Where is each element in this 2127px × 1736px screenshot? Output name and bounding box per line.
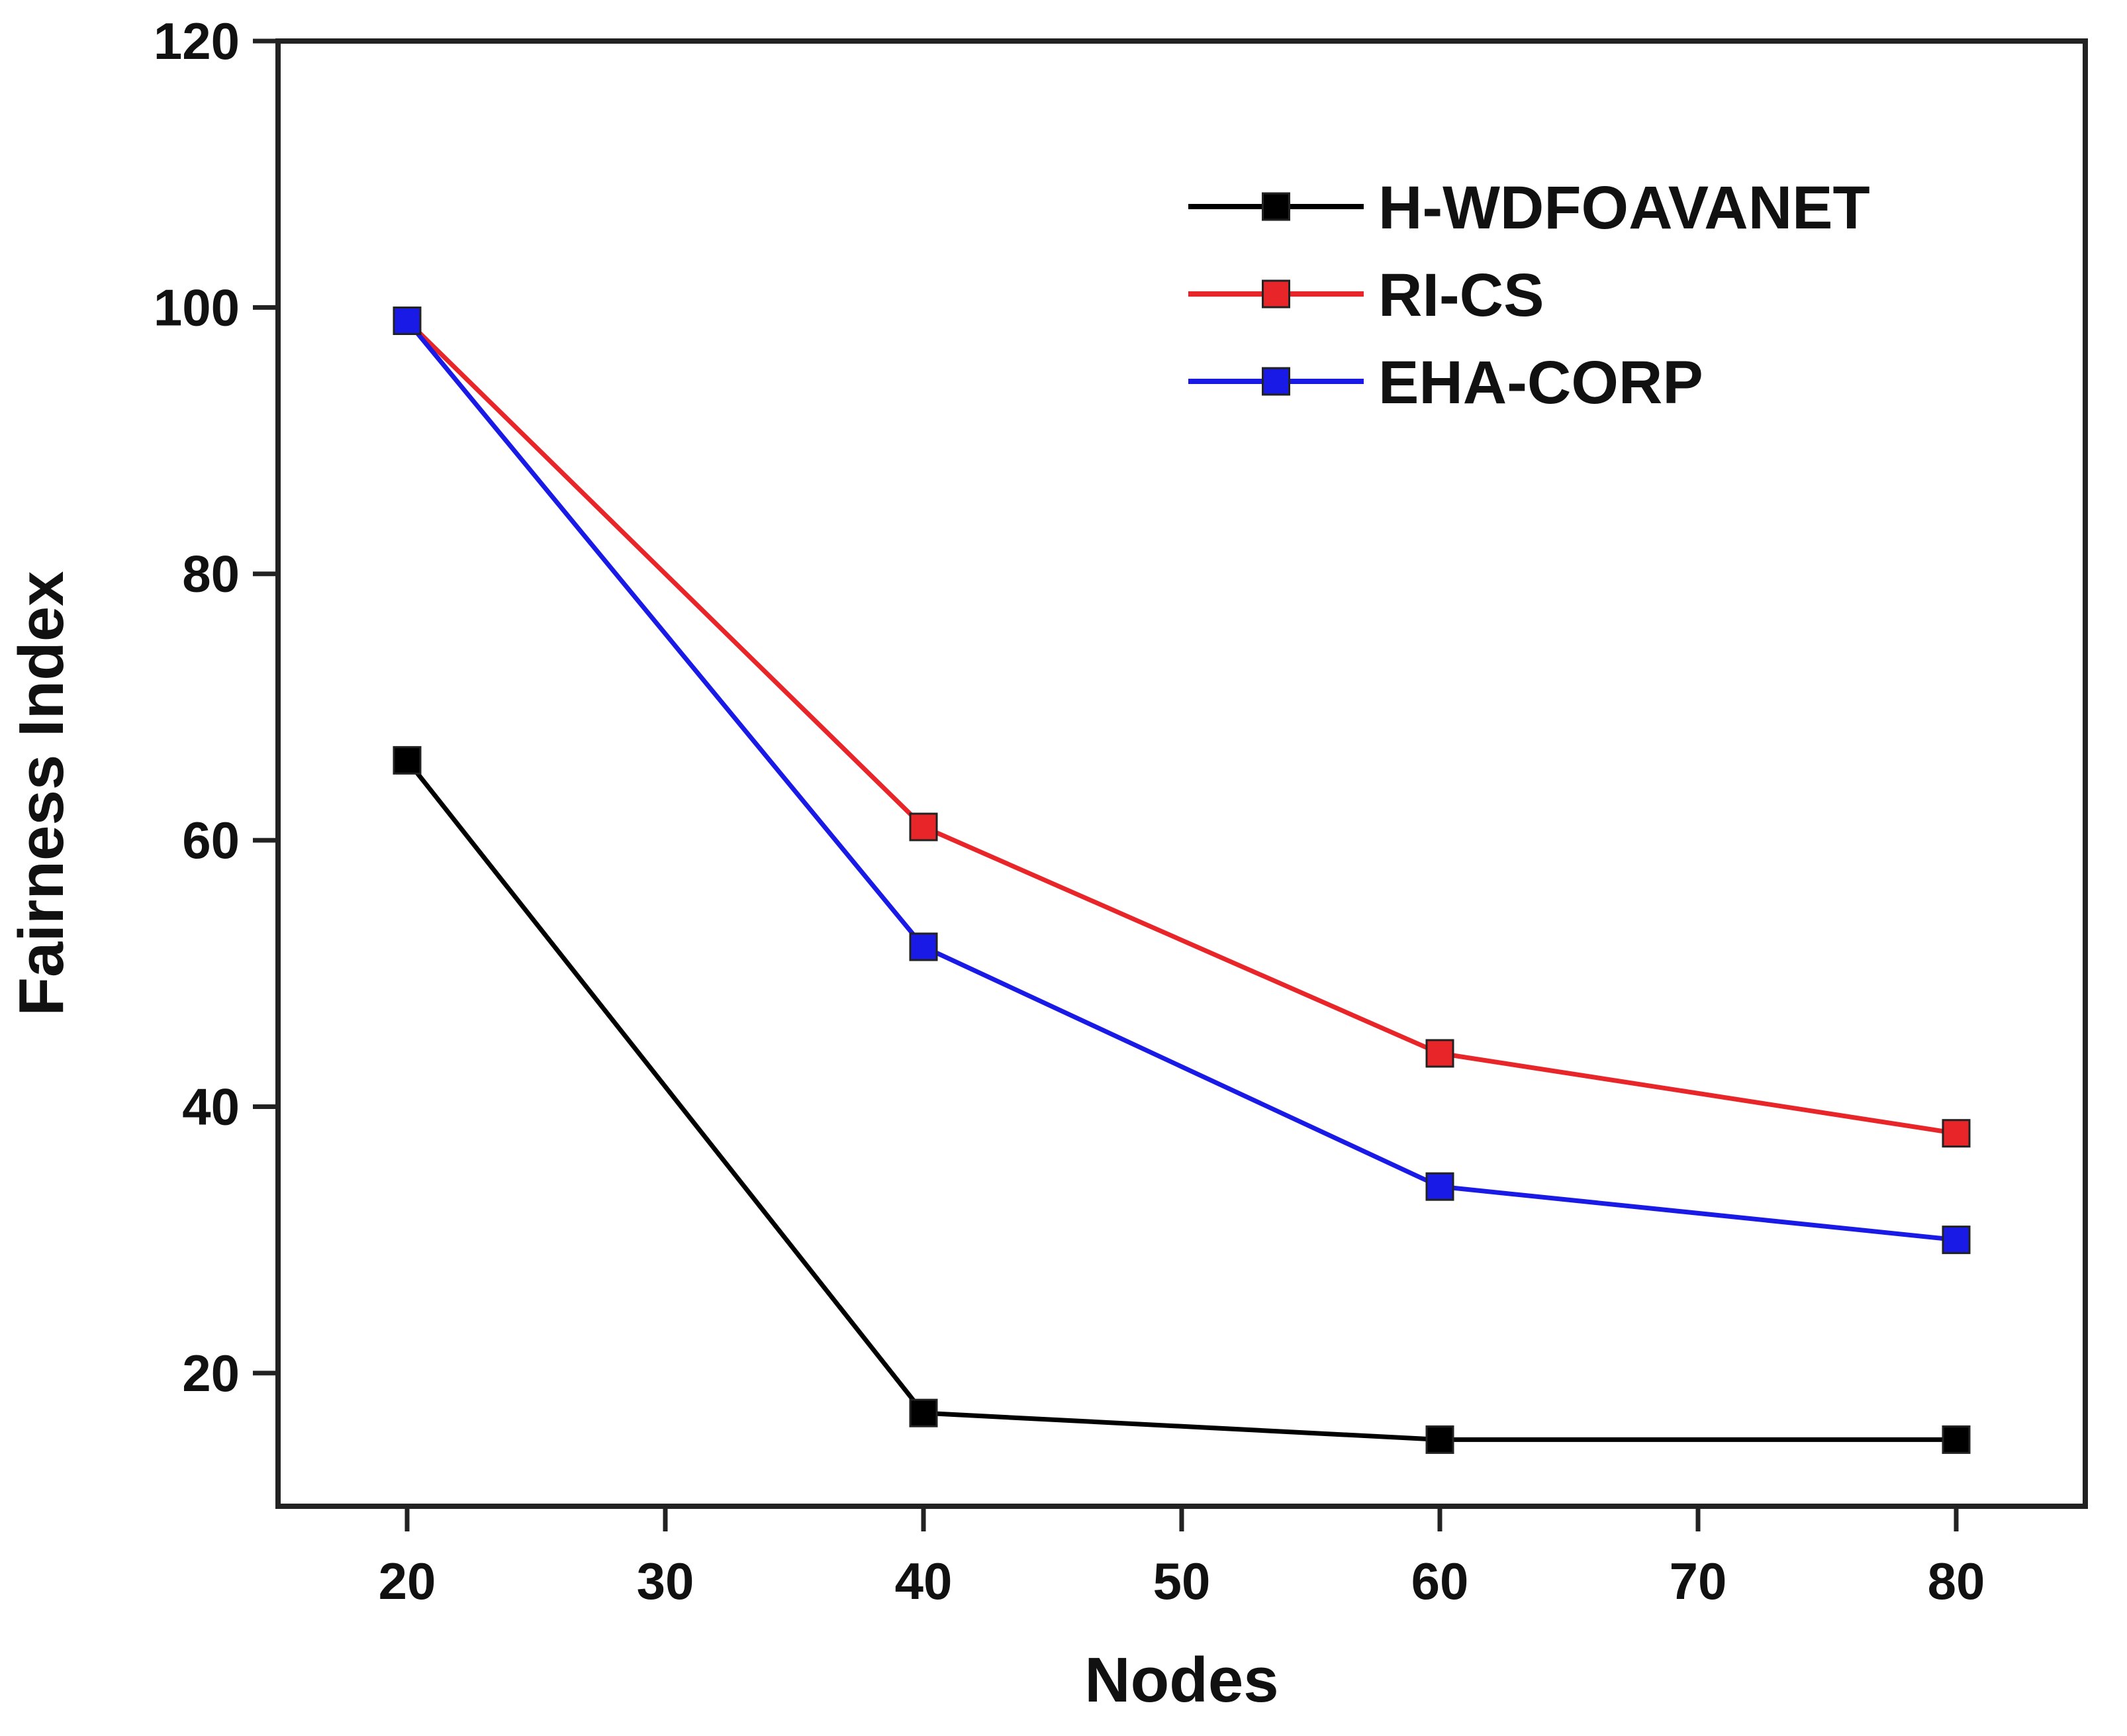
series-line — [405, 318, 1957, 1136]
series-line — [405, 759, 1956, 1442]
data-point-marker — [1942, 1425, 1971, 1454]
data-point-marker — [1425, 1425, 1454, 1454]
legend-label: H-WDFOAVANET — [1378, 174, 1870, 242]
x-tick-label: 40 — [895, 1552, 953, 1610]
legend: H-WDFOAVANET RI-CS EHA-CORP — [1188, 174, 1870, 416]
legend-item: EHA-CORP — [1188, 349, 1703, 416]
data-point-marker — [1425, 1172, 1454, 1201]
x-tick-label: 30 — [637, 1552, 694, 1610]
legend-label: EHA-CORP — [1378, 349, 1703, 416]
series-h-wdfoavanet — [393, 746, 1971, 1454]
data-point-marker — [1942, 1119, 1971, 1148]
y-tick-label: 100 — [154, 278, 240, 336]
x-tick-label: 50 — [1153, 1552, 1211, 1610]
series-layer — [393, 306, 1971, 1454]
x-tick-label: 60 — [1411, 1552, 1469, 1610]
y-axis-title: Fairness Index — [6, 571, 77, 1016]
y-tick-label: 120 — [154, 12, 240, 70]
y-tick-label: 20 — [182, 1344, 240, 1402]
data-point-marker — [909, 812, 938, 842]
x-tick-label: 70 — [1670, 1552, 1727, 1610]
data-point-marker — [909, 1398, 938, 1427]
y-tick-label: 80 — [182, 545, 240, 603]
series-eha-corp — [393, 306, 1971, 1255]
y-tick-label: 40 — [182, 1077, 240, 1135]
y-tick-label: 60 — [182, 811, 240, 869]
legend-marker-swatch — [1262, 192, 1290, 221]
x-axis-ticks: 20 30 40 50 60 70 80 — [379, 1506, 1985, 1610]
data-point-marker — [909, 932, 938, 961]
series-ri-cs — [393, 306, 1971, 1148]
legend-item: H-WDFOAVANET — [1188, 174, 1870, 242]
legend-item: RI-CS — [1188, 262, 1544, 329]
x-tick-label: 20 — [379, 1552, 436, 1610]
data-point-marker — [393, 746, 422, 775]
legend-label: RI-CS — [1378, 262, 1544, 329]
x-axis-title: Nodes — [1084, 1645, 1278, 1715]
legend-marker-swatch — [1262, 279, 1290, 309]
x-tick-label: 80 — [1928, 1552, 1985, 1610]
plot-area-frame — [275, 38, 2088, 1509]
data-point-marker — [1425, 1039, 1454, 1068]
legend-marker-swatch — [1262, 367, 1290, 396]
series-line — [405, 319, 1957, 1243]
data-point-marker — [393, 306, 422, 335]
y-axis-ticks: 20 40 60 80 100 120 — [154, 12, 278, 1402]
data-point-marker — [1942, 1226, 1971, 1255]
